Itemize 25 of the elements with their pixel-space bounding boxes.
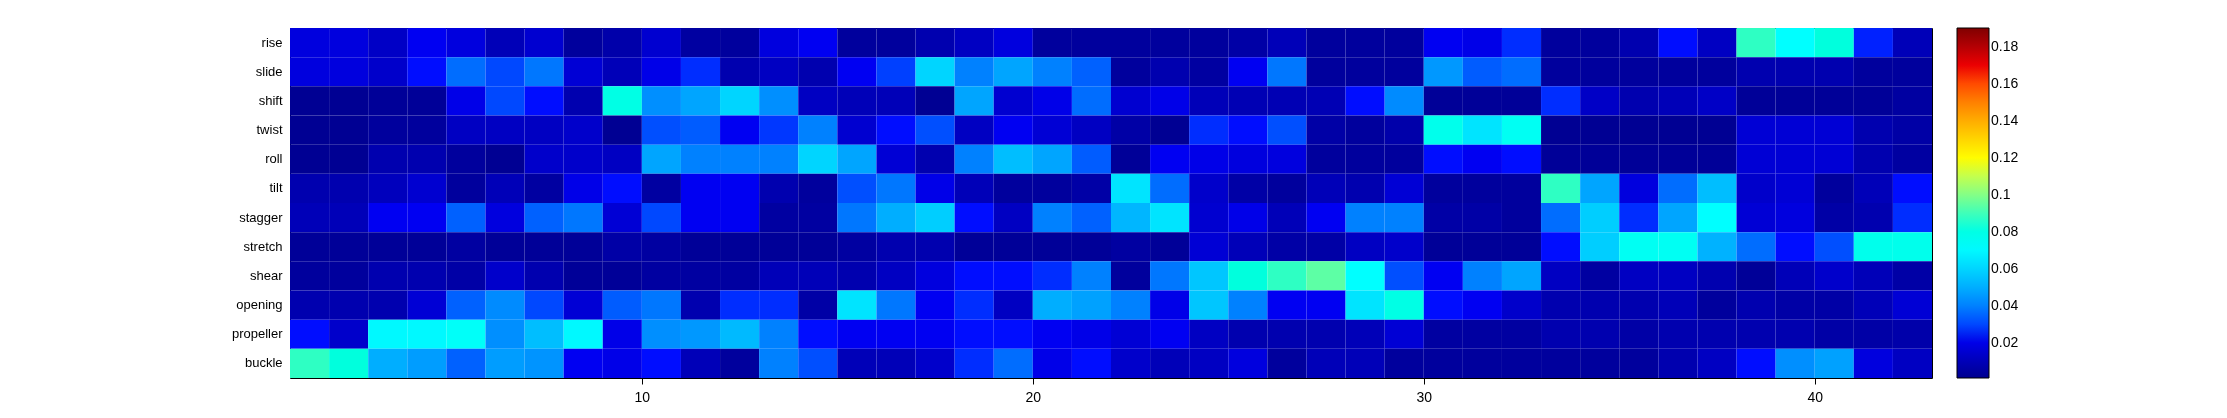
y-tick-label: rise [261, 34, 283, 50]
y-tick-label: buckle [244, 355, 283, 371]
x-tick-label: 40 [1807, 388, 1824, 405]
y-tick-label: propeller [231, 326, 284, 342]
y-tick-label: opening [236, 297, 283, 313]
color-bar-label: 0.02 [1991, 333, 2019, 350]
color-bar-label: 0.1 [1991, 185, 2011, 202]
y-tick-label: twist [256, 122, 283, 138]
color-bar-label: 0.14 [1991, 111, 2019, 128]
color-bar-label: 0.16 [1991, 74, 2019, 91]
color-bar-label: 0.18 [1991, 37, 2019, 54]
y-tick-label: roll [265, 151, 283, 167]
x-tick-label: 20 [1025, 388, 1042, 405]
y-tick-label: slide [255, 63, 283, 79]
x-tick-label: 10 [634, 388, 651, 405]
y-tick-label: stagger [239, 209, 284, 225]
y-tick-label: shift [258, 92, 283, 108]
color-bar-label: 0.12 [1991, 148, 2019, 165]
x-tick-label: 30 [1416, 388, 1433, 405]
y-tick-label: shear [249, 267, 284, 283]
color-bar-label: 0.08 [1991, 222, 2019, 239]
y-tick-label: tilt [269, 180, 283, 196]
color-bar-label: 0.04 [1991, 296, 2019, 313]
y-tick-label: stretch [243, 238, 283, 254]
color-bar-label: 0.06 [1991, 259, 2019, 276]
